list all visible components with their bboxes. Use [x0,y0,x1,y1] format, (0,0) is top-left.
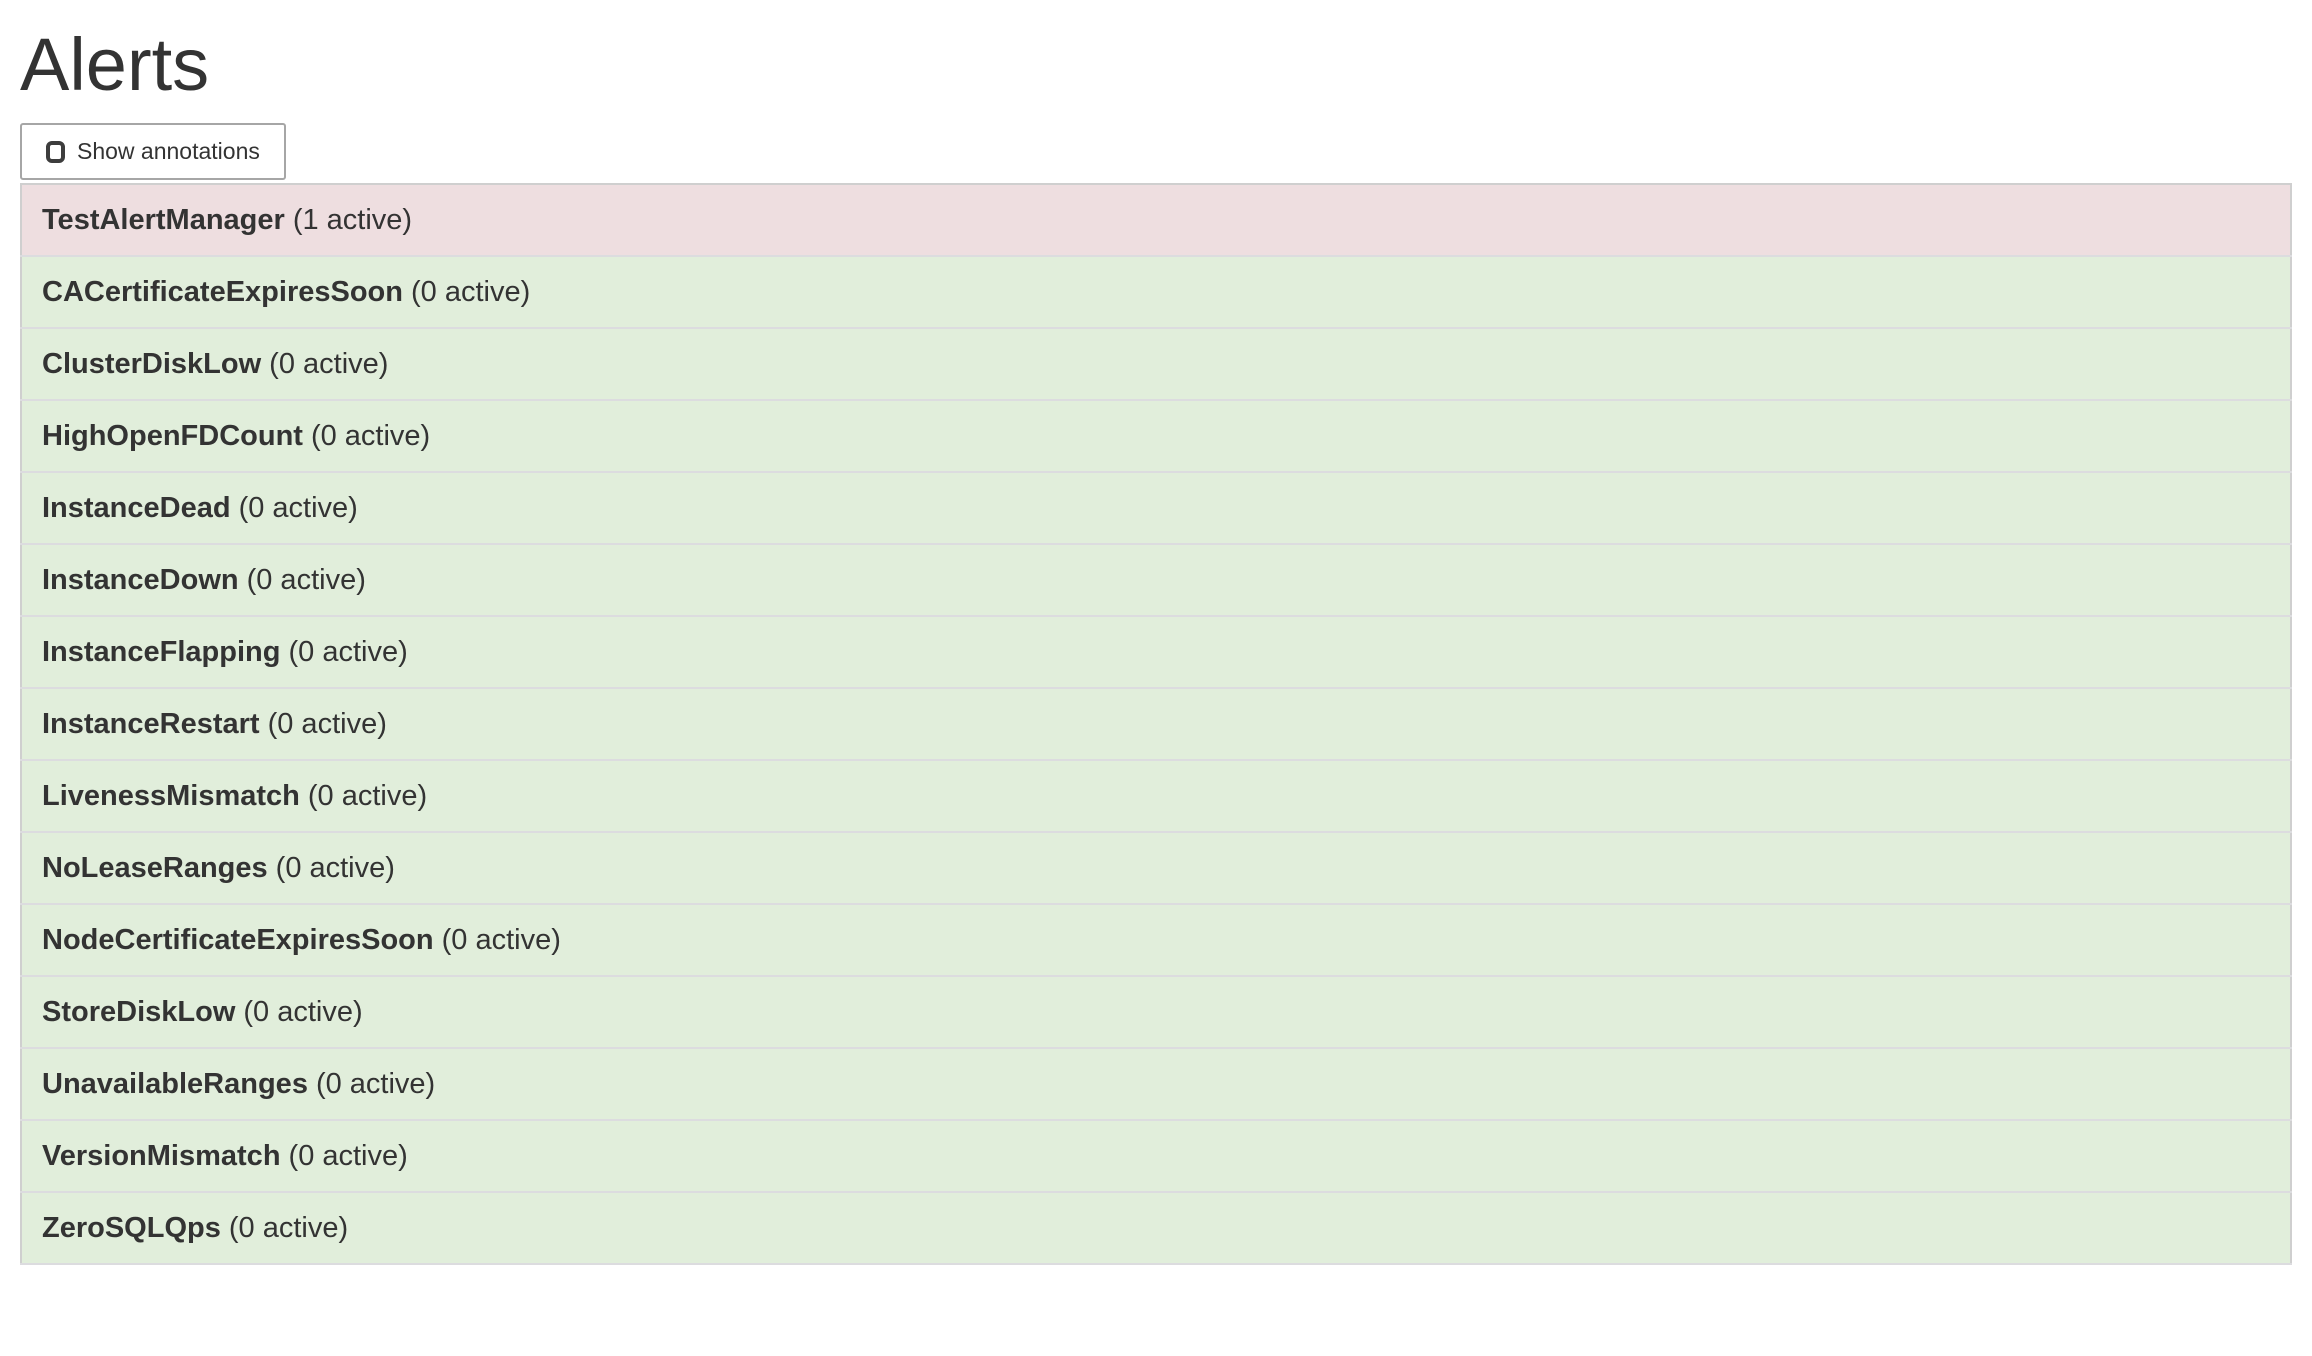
alert-row-cell: LivenessMismatch (0 active) [21,760,2291,834]
page-title: Alerts [20,23,210,106]
alert-name: LivenessMismatch [42,779,300,812]
alert-active-count: (0 active) [310,419,431,452]
alert-name: ZeroSQLQps [42,1211,221,1244]
alert-row-cell: VersionMismatch (0 active) [21,1120,2291,1194]
alert-row-cell: NoLeaseRanges (0 active) [21,832,2291,906]
alert-row[interactable]: VersionMismatch (0 active) [21,1120,2291,1194]
alert-name: StoreDiskLow [42,995,236,1028]
alert-row-cell: ClusterDiskLow (0 active) [21,328,2291,402]
alert-row[interactable]: LivenessMismatch (0 active) [21,760,2291,834]
alerts-table: TestAlertManager (1 active) CACertificate… [20,183,2292,1266]
alert-row[interactable]: InstanceRestart (0 active) [21,688,2291,762]
alert-row-cell: InstanceFlapping (0 active) [21,616,2291,690]
alert-name: NodeCertificateExpiresSoon [42,923,434,956]
alert-row[interactable]: NoLeaseRanges (0 active) [21,832,2291,906]
alert-row[interactable]: HighOpenFDCount (0 active) [21,400,2291,474]
show-annotations-label: Show annotations [77,138,260,165]
alert-row[interactable]: InstanceDown (0 active) [21,544,2291,618]
alert-row[interactable]: InstanceDead (0 active) [21,472,2291,546]
alert-name: CACertificateExpiresSoon [42,275,403,308]
alert-row-cell: HighOpenFDCount (0 active) [21,400,2291,474]
alert-active-count: (0 active) [246,563,366,596]
alert-row-cell: TestAlertManager (1 active) [21,184,2291,258]
alert-name: HighOpenFDCount [42,419,303,452]
alert-name: InstanceDead [42,491,231,524]
alerts-page: Alerts Show annotations TestAlertManager… [0,24,2312,1356]
alert-active-count: (0 active) [441,923,561,956]
alert-row-cell: CACertificateExpiresSoon (0 active) [21,256,2291,330]
alert-row[interactable]: ClusterDiskLow (0 active) [21,328,2291,402]
alert-name: VersionMismatch [42,1139,281,1172]
alert-row[interactable]: UnavailableRanges (0 active) [21,1048,2291,1122]
alert-row[interactable]: CACertificateExpiresSoon (0 active) [21,256,2291,330]
alert-name: InstanceRestart [42,707,260,740]
alert-name: UnavailableRanges [42,1067,308,1100]
alert-row[interactable]: StoreDiskLow (0 active) [21,976,2291,1050]
alert-active-count: (0 active) [267,707,387,740]
alert-active-count: (1 active) [292,203,413,236]
alert-name: ClusterDiskLow [42,347,262,380]
alert-row[interactable]: NodeCertificateExpiresSoon (0 active) [21,904,2291,978]
alert-active-count: (0 active) [315,1067,436,1100]
alert-row-cell: InstanceRestart (0 active) [21,688,2291,762]
alert-row[interactable]: ZeroSQLQps (0 active) [21,1192,2291,1266]
alert-active-count: (0 active) [243,995,363,1028]
alert-active-count: (0 active) [275,851,395,884]
alert-row[interactable]: InstanceFlapping (0 active) [21,616,2291,690]
alert-active-count: (0 active) [238,491,358,524]
alert-active-count: (0 active) [269,347,389,380]
alert-name: NoLeaseRanges [42,851,268,884]
alert-name: TestAlertManager [42,203,285,236]
alert-name: InstanceFlapping [42,635,281,668]
alert-row-cell: InstanceDead (0 active) [21,472,2291,546]
alert-name: InstanceDown [42,563,239,596]
alert-active-count: (0 active) [307,779,428,812]
alert-row-cell: InstanceDown (0 active) [21,544,2291,618]
alert-active-count: (0 active) [228,1211,349,1244]
alert-row-cell: StoreDiskLow (0 active) [21,976,2291,1050]
show-annotations-button[interactable]: Show annotations [20,123,286,181]
checkbox-unchecked-icon [46,140,65,163]
alert-row[interactable]: TestAlertManager (1 active) [21,184,2291,258]
alert-active-count: (0 active) [411,275,531,308]
alert-row-cell: ZeroSQLQps (0 active) [21,1192,2291,1266]
alert-active-count: (0 active) [288,1139,408,1172]
alert-active-count: (0 active) [288,635,408,668]
alerts-table-body: TestAlertManager (1 active) CACertificate… [21,184,2291,1266]
alert-row-cell: UnavailableRanges (0 active) [21,1048,2291,1122]
alert-row-cell: NodeCertificateExpiresSoon (0 active) [21,904,2291,978]
